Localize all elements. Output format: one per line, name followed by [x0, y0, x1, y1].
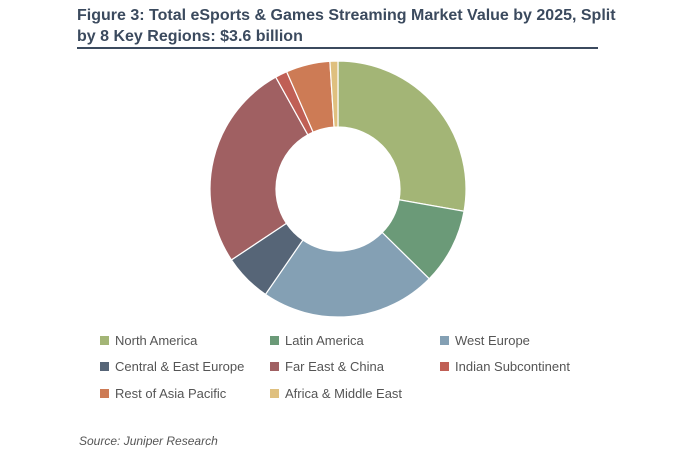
legend-swatch	[440, 362, 449, 371]
chart-title: Figure 3: Total eSports & Games Streamin…	[77, 7, 616, 45]
donut-slices	[209, 60, 467, 318]
slice-north-america	[337, 60, 467, 212]
legend-item-west-europe: West Europe	[440, 333, 530, 348]
legend-swatch	[100, 389, 109, 398]
legend-item-rest-of-asia-pacific: Rest of Asia Pacific	[100, 386, 226, 401]
legend-swatch	[100, 336, 109, 345]
slice-far-east-china	[209, 76, 309, 261]
legend-label: Latin America	[285, 333, 364, 348]
legend-swatch	[270, 336, 279, 345]
legend-item-central-east-europe: Central & East Europe	[100, 359, 244, 374]
legend-swatch	[440, 336, 449, 345]
source-note: Source: Juniper Research	[79, 434, 218, 448]
legend-label: Indian Subcontinent	[455, 359, 570, 374]
slice-africa-middle-east	[329, 60, 339, 128]
legend-item-indian-subcontinent: Indian Subcontinent	[440, 359, 570, 374]
legend-label: Central & East Europe	[115, 359, 245, 374]
legend-label: Rest of Asia Pacific	[115, 386, 227, 401]
legend-swatch	[100, 362, 109, 371]
legend-item-latin-america: Latin America	[270, 333, 364, 348]
legend-item-far-east-china: Far East & China	[270, 359, 384, 374]
legend-swatch	[270, 389, 279, 398]
legend-label: North America	[115, 333, 198, 348]
legend-swatch	[270, 362, 279, 371]
slice-west-europe	[264, 231, 431, 318]
legend-label: West Europe	[455, 333, 530, 348]
legend-label: Africa & Middle East	[285, 386, 403, 401]
donut-chart	[209, 60, 467, 318]
legend-item-north-america: North America	[100, 333, 197, 348]
legend-item-africa-middle-east: Africa & Middle East	[270, 386, 402, 401]
legend-label: Far East & China	[285, 359, 384, 374]
title-divider	[77, 47, 598, 49]
